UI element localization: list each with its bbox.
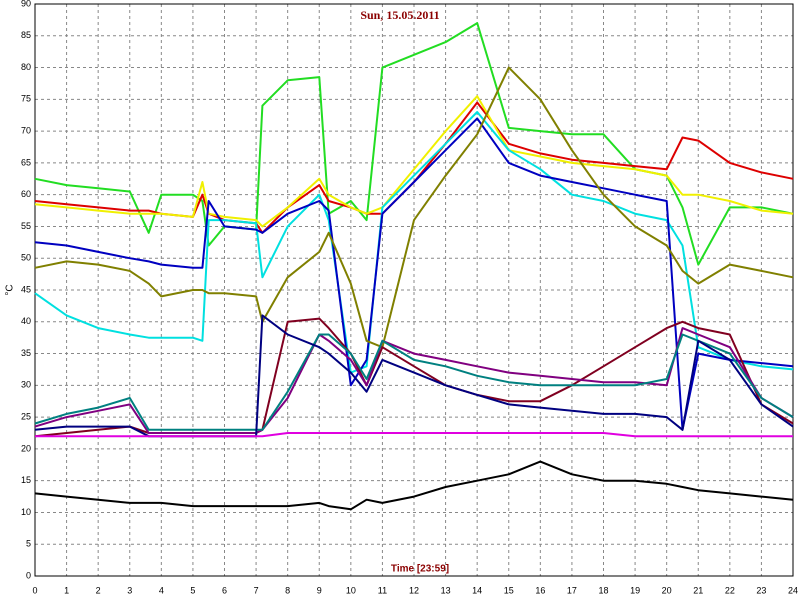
x-tick-label: 20 (662, 585, 672, 595)
y-tick-label: 20 (21, 443, 31, 453)
y-tick-label: 15 (21, 475, 31, 485)
y-tick-label: 55 (21, 221, 31, 231)
x-tick-label: 6 (222, 585, 227, 595)
x-tick-label: 2 (96, 585, 101, 595)
data-line (35, 432, 793, 438)
data-line (34, 66, 794, 349)
y-tick-label: 75 (21, 94, 31, 104)
y-tick-label: 35 (21, 348, 31, 358)
x-tick-label: 14 (472, 585, 482, 595)
x-tick-label: 10 (346, 585, 356, 595)
x-tick-label: 5 (190, 585, 195, 595)
data-line (34, 460, 794, 511)
y-tick-label: 5 (26, 539, 31, 549)
y-tick-label: 45 (21, 284, 31, 294)
y-tick-label: 60 (21, 189, 31, 199)
x-tick-label: 22 (725, 585, 735, 595)
y-tick-label: 65 (21, 157, 31, 167)
x-tick-label: 8 (285, 585, 290, 595)
y-tick-label: 10 (21, 507, 31, 517)
y-tick-label: 40 (21, 316, 31, 326)
x-tick-label: 18 (598, 585, 608, 595)
x-tick-label: 4 (159, 585, 164, 595)
x-tick-label: 19 (630, 585, 640, 595)
y-tick-label: 70 (21, 125, 31, 135)
x-tick-label: 12 (409, 585, 419, 595)
x-tick-label: 7 (254, 585, 259, 595)
y-tick-label: 85 (21, 30, 31, 40)
x-tick-label: 13 (441, 585, 451, 595)
y-tick-label: 0 (26, 570, 31, 580)
x-axis-label: Time [23:59] (391, 564, 449, 575)
y-tick-label: 50 (21, 253, 31, 263)
y-axis-label: °C (5, 284, 16, 295)
y-tick-label: 90 (21, 0, 31, 8)
x-tick-label: 21 (693, 585, 703, 595)
x-tick-label: 3 (127, 585, 132, 595)
x-tick-label: 23 (756, 585, 766, 595)
x-tick-label: 11 (378, 585, 387, 595)
chart-title: Sun, 15.05.2011 (360, 8, 439, 22)
x-tick-label: 9 (317, 585, 322, 595)
data-line (34, 333, 794, 431)
x-tick-label: 15 (504, 585, 514, 595)
data-line (34, 327, 794, 434)
x-tick-label: 16 (535, 585, 545, 595)
y-tick-label: 25 (21, 411, 31, 421)
data-line (34, 95, 794, 228)
y-tick-label: 80 (21, 62, 31, 72)
plot-frame (34, 3, 794, 577)
x-tick-label: 0 (32, 585, 37, 595)
x-tick-label: 17 (567, 585, 577, 595)
x-tick-label: 1 (64, 585, 69, 595)
x-tick-label: 24 (788, 585, 798, 595)
y-tick-label: 30 (21, 380, 31, 390)
